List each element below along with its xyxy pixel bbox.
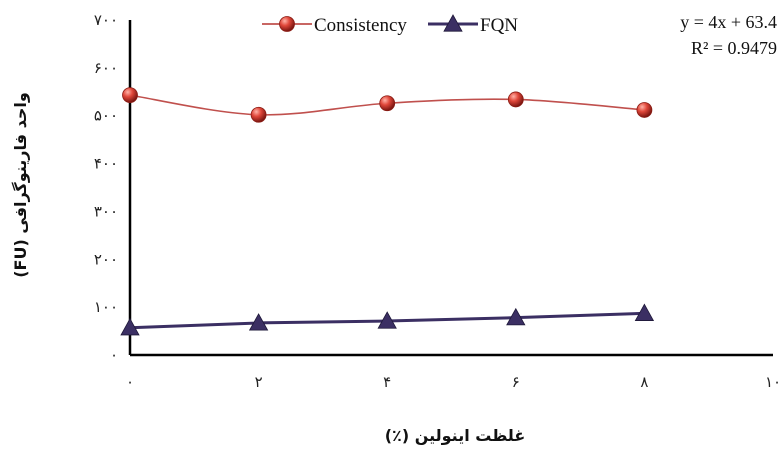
axes [128,20,773,357]
data-point-consistency [122,87,138,104]
trendline-annotation: y = 4x + 63.4 R² = 0.9479 [680,12,777,58]
y-tick-label: ۰ [110,346,118,364]
data-point-fqn [120,317,140,336]
x-tick-label: ۱۰ [765,373,781,391]
x-axis-title: غلظت اینولین (٪) [385,426,526,445]
legend-marker-fqn [443,14,463,32]
data-point-fqn [634,303,655,321]
series-layer [120,87,655,336]
data-point-consistency [379,95,396,112]
data-point-consistency [507,91,524,108]
y-tick-label: ۶۰۰ [94,59,118,77]
data-point-fqn [377,311,397,329]
trendline-r2: R² = 0.9479 [691,38,777,58]
y-tick-label: ۲۰۰ [94,250,118,268]
data-point-consistency [250,106,267,123]
series-fqn [120,303,655,336]
legend-label-consistency: Consistency [314,15,407,36]
y-tick-label: ۴۰۰ [94,155,118,173]
x-tick-label: ۸ [640,373,648,391]
x-tick-label: ۰ [126,373,134,391]
x-tick-label: ۴ [383,373,391,391]
series-consistency [122,87,653,123]
y-tick-label: ۱۰۰ [94,298,118,316]
y-tick-label: ۳۰۰ [94,202,118,220]
x-tick-label: ۶ [512,373,520,391]
legend: Consistency FQN [262,14,518,36]
trendline-equation: y = 4x + 63.4 [680,12,777,32]
legend-marker-consistency [279,16,295,32]
data-point-fqn [248,313,269,331]
y-axis-title: واحد فارینوگرافی (FU) [11,92,30,278]
y-tick-label: ۷۰۰ [94,11,118,29]
x-tick-label: ۲ [255,373,263,391]
y-tick-label: ۵۰۰ [94,107,118,125]
data-point-fqn [506,307,526,326]
data-point-consistency [636,102,653,118]
legend-label-fqn: FQN [480,15,518,36]
